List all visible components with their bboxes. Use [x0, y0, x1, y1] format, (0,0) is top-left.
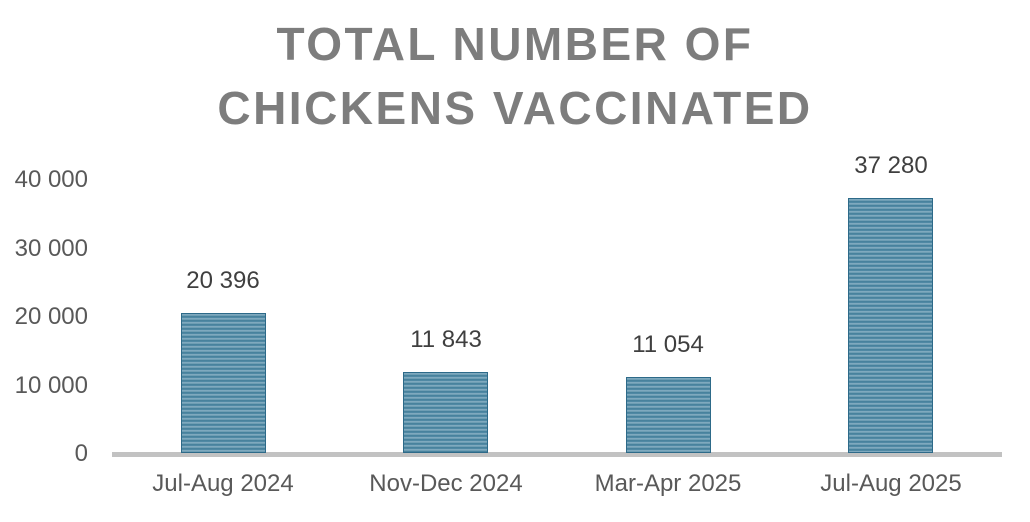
y-tick-label: 0 [74, 440, 88, 467]
bar-data-label: 11 054 [632, 331, 704, 358]
bar-Nov-Dec 2024 [403, 372, 488, 453]
chart-title-line-1: TOTAL NUMBER OF [276, 18, 754, 70]
bar-data-label: 37 280 [854, 152, 928, 179]
category-label: Jul-Aug 2024 [152, 470, 294, 497]
x-axis-line [112, 452, 1002, 457]
y-tick-label: 20 000 [14, 303, 88, 330]
category-label: Jul-Aug 2025 [820, 470, 962, 497]
category-label: Nov-Dec 2024 [369, 470, 523, 497]
y-tick-label: 10 000 [14, 371, 88, 399]
chart-title: TOTAL NUMBER OF CHICKENS VACCINATED [0, 12, 1030, 140]
bar-Mar-Apr 2025 [626, 377, 711, 453]
bar-Jul-Aug 2024 [181, 313, 266, 453]
category-label: Mar-Apr 2025 [594, 470, 742, 497]
bar-data-label: 11 843 [410, 326, 482, 353]
y-tick-label: 30 000 [14, 234, 88, 262]
bar-Jul-Aug 2025 [848, 198, 933, 453]
y-tick-label: 40 000 [14, 166, 88, 193]
bar-data-label: 20 396 [186, 267, 260, 294]
chart-title-line-2: CHICKENS VACCINATED [217, 82, 813, 134]
